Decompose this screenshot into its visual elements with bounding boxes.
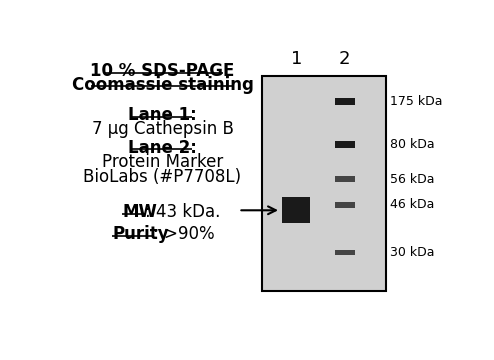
Text: Lane 1:: Lane 1:	[128, 106, 197, 124]
Bar	[262, 76, 386, 291]
Text: 46 kDa: 46 kDa	[390, 198, 434, 211]
Text: 175 kDa: 175 kDa	[390, 95, 442, 108]
Text: Protein Marker: Protein Marker	[102, 153, 223, 171]
Text: 30 kDa: 30 kDa	[390, 246, 434, 259]
Text: 56 kDa: 56 kDa	[390, 172, 434, 185]
Text: 2: 2	[339, 50, 351, 68]
Text: 10 % SDS-PAGE: 10 % SDS-PAGE	[90, 62, 235, 80]
Text: Lane 2:: Lane 2:	[128, 139, 197, 157]
Text: : 43 kDa.: : 43 kDa.	[145, 203, 221, 221]
Bar	[283, 197, 310, 223]
Text: MW: MW	[122, 203, 157, 221]
Bar	[335, 249, 355, 255]
Bar	[335, 202, 355, 208]
Bar	[335, 141, 355, 148]
Bar	[335, 98, 355, 105]
Text: BioLabs (#P7708L): BioLabs (#P7708L)	[83, 168, 242, 186]
Bar	[335, 176, 355, 182]
Text: 1: 1	[291, 50, 302, 68]
Text: : >90%: : >90%	[153, 225, 215, 243]
Text: Coomassie staining: Coomassie staining	[72, 76, 253, 94]
Text: Purity: Purity	[112, 225, 169, 243]
Text: 80 kDa: 80 kDa	[390, 138, 434, 151]
Text: 7 μg Cathepsin B: 7 μg Cathepsin B	[91, 120, 234, 138]
